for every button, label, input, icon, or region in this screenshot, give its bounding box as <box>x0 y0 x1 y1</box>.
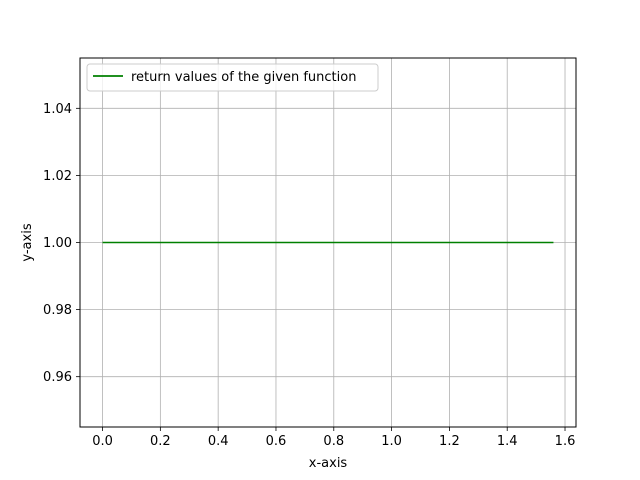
x-axis-label: x-axis <box>309 456 348 471</box>
y-tick-label: 1.02 <box>43 169 72 184</box>
ticks: 0.0 0.2 0.4 0.6 0.8 1.0 1.2 1.4 1.6 0.96 0.98 1.00 1… <box>43 102 575 449</box>
x-tick-label: 0.2 <box>150 434 171 449</box>
y-tick-label: 0.96 <box>43 370 72 385</box>
y-tick-label: 0.98 <box>43 303 72 318</box>
x-tick-label: 0.6 <box>266 434 287 449</box>
y-tick-label: 1.00 <box>43 236 72 251</box>
x-tick-label: 0.0 <box>92 434 113 449</box>
legend: return values of the given function <box>86 63 379 92</box>
x-tick-label: 0.4 <box>208 434 229 449</box>
x-tick-label: 1.4 <box>497 434 518 449</box>
x-tick-label: 1.6 <box>555 434 576 449</box>
y-axis-label: y-axis <box>20 223 35 261</box>
x-tick-label: 1.2 <box>439 434 460 449</box>
x-tick-label: 1.0 <box>381 434 402 449</box>
legend-entry-label: return values of the given function <box>131 70 356 85</box>
x-tick-label: 0.8 <box>323 434 344 449</box>
legend-box <box>86 63 379 92</box>
y-tick-label: 1.04 <box>43 102 72 117</box>
